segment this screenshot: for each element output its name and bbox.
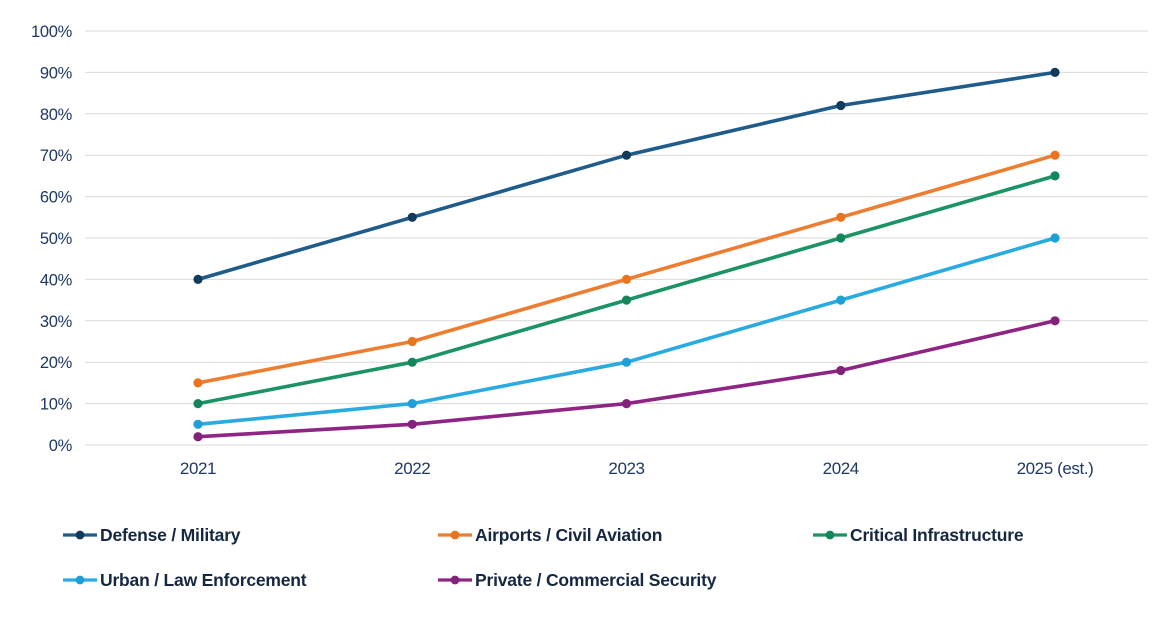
- data-point-marker: [836, 365, 846, 376]
- data-point-marker: [621, 399, 632, 409]
- data-point-marker: [836, 295, 846, 305]
- x-axis-tick-label: 2022: [394, 459, 430, 478]
- legend-label: Private / Commercial Security: [475, 569, 717, 590]
- series-line: [196, 236, 1057, 427]
- legend-item: Airports / Civil Aviation: [438, 521, 813, 549]
- y-axis-tick-label: 20%: [40, 354, 73, 372]
- y-axis-tick-label: 100%: [31, 23, 73, 41]
- data-point-marker: [407, 336, 417, 347]
- legend-line-marker-icon: [813, 530, 847, 540]
- legend-item: Private / Commercial Security: [438, 566, 813, 594]
- data-point-marker: [836, 233, 846, 243]
- x-axis-tick-label: 2023: [608, 459, 644, 478]
- x-axis-tick-label: 2021: [180, 459, 216, 478]
- data-point-marker: [193, 432, 203, 442]
- data-point-marker: [1050, 316, 1060, 326]
- legend-line-marker-icon: [63, 575, 97, 585]
- legend-label: Urban / Law Enforcement: [100, 569, 307, 590]
- y-axis-tick-label: 40%: [40, 271, 73, 289]
- data-point-marker: [193, 274, 203, 284]
- legend-line-marker-icon: [63, 530, 97, 540]
- data-point-marker: [621, 357, 632, 367]
- data-point-marker: [836, 100, 846, 111]
- y-axis-tick-label: 0%: [49, 437, 73, 455]
- data-point-marker: [621, 295, 632, 305]
- x-axis-tick-label: 2025 (est.): [1017, 459, 1094, 478]
- data-point-marker: [621, 150, 632, 160]
- legend-line-marker-icon: [438, 530, 472, 540]
- data-point-marker: [407, 357, 417, 367]
- y-axis-tick-label: 90%: [40, 64, 73, 82]
- data-point-marker: [1050, 150, 1060, 160]
- y-axis-tick-label: 70%: [40, 147, 73, 165]
- y-axis-tick-label: 80%: [40, 106, 73, 124]
- y-axis-tick-label: 60%: [40, 189, 73, 207]
- y-axis-tick-label: 30%: [40, 313, 73, 331]
- data-point-marker: [1050, 67, 1060, 77]
- data-point-marker: [193, 419, 203, 429]
- y-axis-tick-label: 10%: [40, 396, 73, 414]
- data-point-marker: [407, 212, 417, 222]
- data-point-marker: [407, 399, 417, 409]
- series-line: [196, 70, 1057, 282]
- data-point-marker: [1050, 171, 1060, 181]
- chart-legend: Defense / Military Airports / Civil Aviat…: [63, 521, 1155, 594]
- data-point-marker: [1050, 233, 1060, 243]
- legend-label: Airports / Civil Aviation: [475, 524, 663, 545]
- legend-label: Defense / Military: [100, 524, 241, 545]
- legend-item: Defense / Military: [63, 521, 438, 549]
- legend-label: Critical Infrastructure: [850, 524, 1024, 545]
- data-point-marker: [407, 419, 417, 429]
- y-axis-tick-label: 50%: [40, 230, 73, 248]
- x-axis-tick-label: 2024: [823, 459, 859, 478]
- data-point-marker: [193, 399, 203, 409]
- legend-item: Urban / Law Enforcement: [63, 566, 438, 594]
- legend-line-marker-icon: [438, 575, 472, 585]
- data-point-marker: [836, 212, 846, 222]
- data-point-marker: [621, 274, 632, 284]
- series-line: [196, 153, 1057, 385]
- series-line: [196, 174, 1057, 406]
- data-point-marker: [193, 378, 203, 388]
- legend-item: Critical Infrastructure: [813, 521, 1155, 549]
- plot-area: 0% 10% 20% 30% 40% 50% 60% 70% 80% 90% 100% 2021 202…: [31, 23, 1148, 478]
